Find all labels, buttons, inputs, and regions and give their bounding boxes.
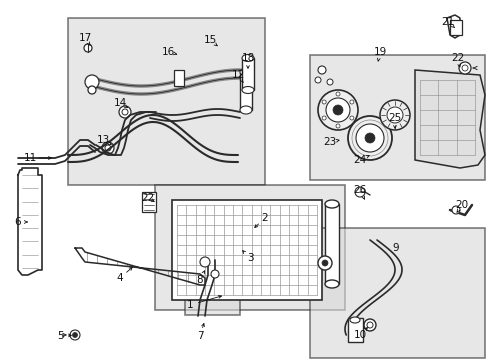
Circle shape [318,256,332,270]
Text: 6: 6 [15,217,21,227]
Circle shape [387,107,403,123]
Bar [310,55,485,180]
Text: 2: 2 [262,213,269,223]
Text: 26: 26 [353,185,367,195]
Text: 8: 8 [196,275,203,285]
Text: 20: 20 [455,200,468,210]
Circle shape [365,133,375,143]
Bar [172,200,322,300]
Text: 15: 15 [203,35,217,45]
Circle shape [88,86,96,94]
Bar [450,20,462,35]
Circle shape [322,116,326,120]
Bar [242,58,254,90]
Circle shape [356,124,384,152]
Circle shape [315,77,321,83]
Text: 16: 16 [161,47,174,57]
Circle shape [380,100,410,130]
Circle shape [73,333,77,338]
Text: 22: 22 [451,53,465,63]
Circle shape [459,62,471,74]
Text: 4: 4 [117,273,123,283]
Text: 12: 12 [231,70,245,80]
Text: 9: 9 [392,243,399,253]
Circle shape [350,116,354,120]
Bar [68,18,265,185]
Text: 11: 11 [24,153,37,163]
Text: 1: 1 [187,300,194,310]
Ellipse shape [242,54,254,62]
Text: 23: 23 [323,137,337,147]
Ellipse shape [242,86,254,94]
Text: 24: 24 [353,155,367,165]
Ellipse shape [240,68,252,76]
Polygon shape [415,70,485,168]
Bar [155,185,345,310]
Ellipse shape [350,317,360,323]
Circle shape [318,90,358,130]
Circle shape [336,92,340,96]
Circle shape [364,319,376,331]
Text: 21: 21 [441,17,455,27]
Bar [348,318,363,342]
Text: 10: 10 [353,330,367,340]
Text: 25: 25 [389,113,402,123]
Circle shape [355,187,365,197]
Circle shape [322,260,328,266]
Ellipse shape [325,280,339,288]
Text: 5: 5 [57,331,63,341]
Text: 3: 3 [246,253,253,263]
Bar [185,235,240,315]
Circle shape [322,100,326,104]
Bar [142,192,156,212]
Circle shape [336,124,340,128]
Text: 22: 22 [142,193,155,203]
Bar [240,72,252,110]
Circle shape [350,100,354,104]
Text: 18: 18 [242,53,255,63]
Circle shape [326,98,350,122]
Text: 19: 19 [373,47,387,57]
Circle shape [327,79,333,85]
Bar [310,228,485,358]
Circle shape [200,257,210,267]
Circle shape [84,44,92,52]
Circle shape [452,206,460,214]
Circle shape [333,105,343,115]
Circle shape [318,66,326,74]
Text: 14: 14 [113,98,126,108]
Circle shape [211,270,219,278]
Circle shape [70,330,80,340]
Text: 7: 7 [196,331,203,341]
Text: 13: 13 [97,135,110,145]
Ellipse shape [240,106,252,114]
Text: 17: 17 [78,33,92,43]
Circle shape [348,116,392,160]
Circle shape [85,75,99,89]
Bar [174,70,184,86]
Bar [325,204,339,284]
Circle shape [119,106,131,118]
Circle shape [102,142,114,154]
Ellipse shape [325,200,339,208]
